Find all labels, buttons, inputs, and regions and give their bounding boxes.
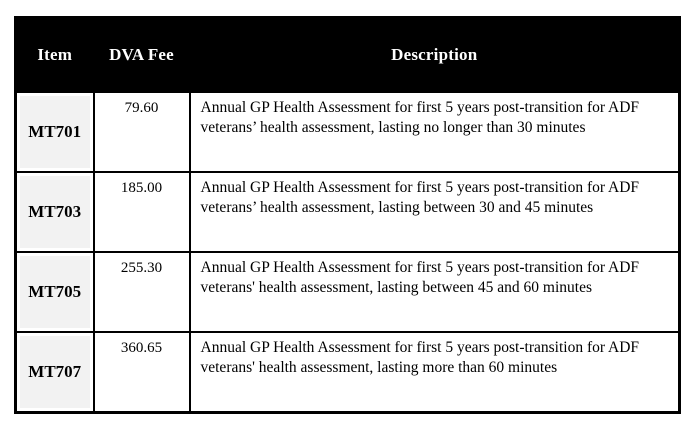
item-code-cell: MT701 [14, 91, 95, 173]
dva-fee-cell: 255.30 [92, 251, 191, 333]
table-row: MT703 185.00 Annual GP Health Assessment… [14, 171, 681, 253]
item-code-cell: MT705 [14, 251, 95, 333]
item-code-cell: MT703 [14, 171, 95, 253]
dva-fee-table: Item DVA Fee Description MT701 79.60 Ann… [14, 16, 681, 414]
dva-fee-cell: 79.60 [92, 91, 191, 173]
description-cell: Annual GP Health Assessment for first 5 … [188, 91, 681, 173]
table-row: MT701 79.60 Annual GP Health Assessment … [14, 91, 681, 173]
dva-fee-cell: 360.65 [92, 331, 191, 413]
dva-fee-cell: 185.00 [92, 171, 191, 253]
column-header-dva-fee: DVA Fee [92, 16, 191, 93]
table-row: MT705 255.30 Annual GP Health Assessment… [14, 251, 681, 333]
table-row: MT707 360.65 Annual GP Health Assessment… [14, 331, 681, 413]
description-cell: Annual GP Health Assessment for first 5 … [188, 331, 681, 413]
item-code-cell: MT707 [14, 331, 95, 413]
description-cell: Annual GP Health Assessment for first 5 … [188, 251, 681, 333]
column-header-item: Item [14, 16, 95, 93]
column-header-description: Description [188, 16, 681, 93]
table-header-row: Item DVA Fee Description [14, 16, 681, 93]
description-cell: Annual GP Health Assessment for first 5 … [188, 171, 681, 253]
